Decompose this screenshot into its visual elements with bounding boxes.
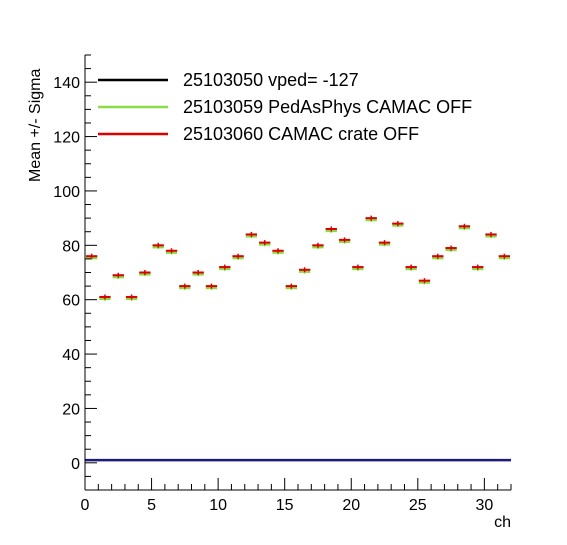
y-tick-label: 80 xyxy=(62,238,80,255)
y-tick-label: 40 xyxy=(62,347,80,364)
series-3 xyxy=(86,215,510,300)
x-tick-label: 5 xyxy=(147,497,156,514)
legend-entry: 25103050 vped= -127 xyxy=(98,70,359,90)
y-tick-label: 140 xyxy=(53,75,80,92)
y-tick-label: 60 xyxy=(62,293,80,310)
axes: 0 20 40 60 80 100 120 140 0 5 10 15 20 25 30 xyxy=(53,54,512,514)
y-tick-label: 0 xyxy=(71,456,80,473)
data-layer xyxy=(85,215,511,462)
legend-label: 25103059 PedAsPhys CAMAC OFF xyxy=(183,97,472,117)
y-tick-label: 120 xyxy=(53,130,80,147)
y-tick-label: 20 xyxy=(62,401,80,418)
y-axis-title: Mean +/- Sigma xyxy=(27,69,44,182)
legend-entry: 25103060 CAMAC crate OFF xyxy=(98,124,419,144)
x-tick-label: 10 xyxy=(209,497,227,514)
legend-label: 25103050 vped= -127 xyxy=(183,70,359,90)
x-tick-label: 30 xyxy=(475,497,493,514)
x-tick-label: 0 xyxy=(81,497,90,514)
x-axis-title: ch xyxy=(494,514,511,531)
x-tick-label: 20 xyxy=(342,497,360,514)
x-tick-label: 15 xyxy=(276,497,294,514)
x-tick-label: 25 xyxy=(409,497,427,514)
legend: 25103050 vped= -127 25103059 PedAsPhys CA… xyxy=(98,70,472,144)
y-tick-label: 100 xyxy=(53,184,80,201)
legend-entry: 25103059 PedAsPhys CAMAC OFF xyxy=(98,97,472,117)
legend-label: 25103060 CAMAC crate OFF xyxy=(183,124,419,144)
